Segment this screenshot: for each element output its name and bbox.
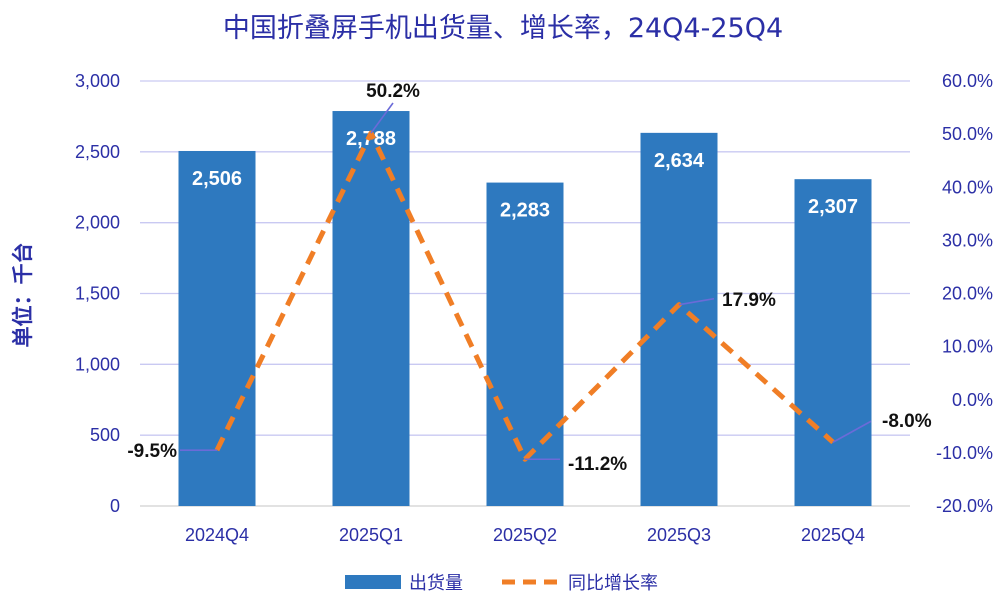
legend-swatch-bar: [345, 575, 401, 589]
y-axis-left: 0 500 1,000 1,500 2,000 2,500 3,000: [75, 71, 120, 516]
y-right-tick-label: 20.0%: [942, 284, 993, 304]
legend-label-line: 同比增长率: [568, 573, 658, 594]
leader-line: [370, 102, 394, 134]
bar: [486, 182, 564, 506]
y-left-tick-label: 1,000: [75, 354, 120, 374]
y-left-tick-label: 3,000: [75, 71, 120, 91]
y-right-tick-label: -20.0%: [936, 496, 993, 516]
bar: [332, 111, 410, 507]
leader-line: [832, 420, 872, 443]
bar-series: 2,506 2,788 2,283 2,634 2,307: [178, 111, 872, 507]
y-axis-right: -20.0% -10.0% 0.0% 10.0% 20.0% 30.0% 40.0% 50.0…: [936, 71, 993, 516]
x-tick-label: 2025Q3: [647, 525, 711, 545]
y-left-tick-label: 2,000: [75, 213, 120, 233]
line-value-label: -9.5%: [127, 441, 177, 462]
y-right-tick-label: 0.0%: [952, 390, 993, 410]
x-tick-label: 2025Q1: [339, 525, 403, 545]
x-tick-label: 2024Q4: [185, 525, 249, 545]
line-value-label: 50.2%: [366, 81, 420, 102]
leader-line: [678, 297, 715, 306]
x-tick-label: 2025Q2: [493, 525, 557, 545]
bar: [794, 179, 872, 507]
y-axis-label: 单位：千台: [11, 243, 35, 348]
bar-value-label: 2,506: [192, 168, 242, 190]
x-axis: 2024Q4 2025Q1 2025Q2 2025Q3 2025Q4: [185, 525, 865, 545]
y-right-tick-label: 10.0%: [942, 337, 993, 357]
bar: [640, 132, 718, 506]
y-left-tick-label: 2,500: [75, 142, 120, 162]
legend-label-bar: 出货量: [409, 573, 463, 594]
chart-title: 中国折叠屏手机出货量、增长率，24Q4-25Q4: [223, 13, 783, 44]
bar: [178, 150, 256, 506]
y-right-tick-label: 40.0%: [942, 177, 993, 197]
bar-value-label: 2,788: [346, 128, 396, 150]
y-right-tick-label: 60.0%: [942, 71, 993, 91]
x-tick-label: 2025Q4: [801, 525, 865, 545]
line-value-label: -8.0%: [882, 411, 932, 432]
bar-value-label: 2,634: [654, 150, 705, 172]
y-right-tick-label: 30.0%: [942, 230, 993, 250]
y-left-tick-label: 1,500: [75, 284, 120, 304]
y-left-tick-label: 0: [110, 496, 120, 516]
y-left-tick-label: 500: [90, 425, 120, 445]
y-right-tick-label: -10.0%: [936, 443, 993, 463]
legend: 出货量 同比增长率: [345, 573, 658, 594]
line-series: -9.5% 50.2% -11.2% 17.9% -8.0%: [127, 81, 931, 475]
line-value-label: 17.9%: [722, 290, 776, 311]
bar-value-label: 2,283: [500, 200, 550, 222]
line-value-label: -11.2%: [568, 454, 627, 475]
bar-value-label: 2,307: [808, 196, 858, 218]
y-right-tick-label: 50.0%: [942, 124, 993, 144]
